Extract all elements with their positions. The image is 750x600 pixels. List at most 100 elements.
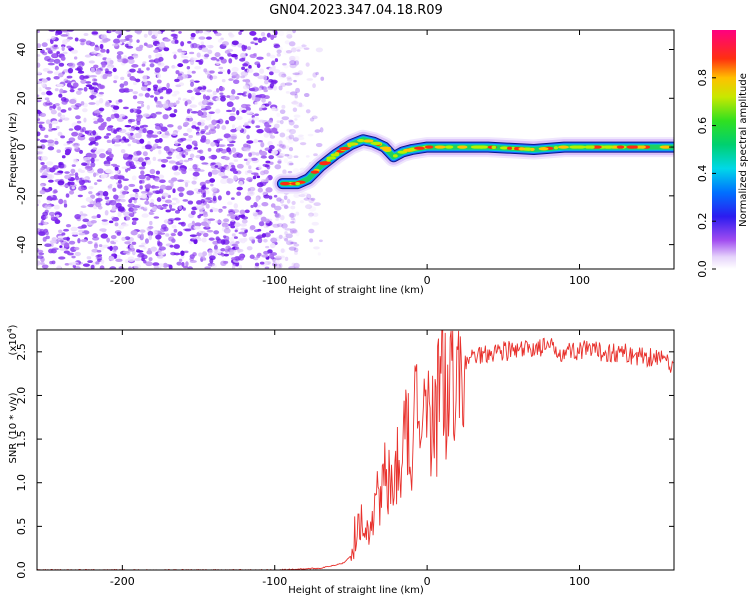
spectrogram-noise-cell [54,32,59,36]
spectrogram-noise-cell [223,218,230,223]
spectrogram-noise-cell [232,209,240,213]
spectrogram-noise-cell [91,30,99,36]
spectrogram-noise-cell [37,203,40,207]
spectrogram-noise-cell [134,30,143,34]
spectrogram-noise-cell [124,241,131,245]
spectrogram-noise-cell [288,241,294,245]
spectrogram-noise-cell [234,245,240,251]
spectrogram-noise-cell [205,30,211,33]
spectrogram-noise-cell [138,174,146,180]
spectrogram-noise-cell [127,256,135,262]
spectrogram-noise-cell [88,191,93,195]
spectrogram-noise-cell [67,67,74,74]
spectrogram-noise-cell [176,147,181,152]
spectrogram-noise-cell [180,41,185,47]
spectrogram-noise-cell [37,121,45,124]
spectrogram-noise-cell [186,89,193,93]
spectrogram-noise-cell [311,115,318,120]
snr-ytick-label: 1.0 [15,474,28,492]
spectrogram-noise-cell [225,226,230,230]
spectrogram-noise-cell [285,91,290,94]
spectrogram-noise-cell [319,127,324,133]
spectrogram-noise-cell [186,144,193,150]
spectrogram-noise-cell [40,49,45,54]
spectrogram-noise-cell [81,177,88,181]
spectrogram-noise-cell [317,252,321,256]
spectrogram-noise-cell [255,125,261,129]
spectrogram-noise-cell [124,236,131,241]
spectrogram-noise-cell [226,177,231,183]
spectrogram-noise-cell [90,161,96,168]
spectrogram-noise-cell [187,117,194,122]
spectrogram-noise-cell [74,37,79,42]
spectrogram-noise-cell [205,197,213,200]
spectrogram-noise-cell [139,44,144,49]
spectrogram-noise-cell [202,111,208,117]
spectrogram-noise-cell [122,106,129,110]
spectrogram-noise-cell [149,174,156,179]
spectrogram-noise-cell [88,136,96,142]
spectrogram-noise-cell [159,188,164,194]
spectrogram-noise-cell [101,220,109,226]
spectrogram-noise-cell [243,143,249,148]
spectrogram-noise-cell [170,182,174,188]
spectrogram-noise-cell [235,127,242,131]
spectrogram-noise-cell [183,180,190,184]
spectrogram-noise-cell [112,216,120,222]
spectrogram-noise-cell [200,230,206,234]
spectrogram-noise-cell [209,178,216,183]
spectrogram-noise-cell [273,44,281,49]
spectrogram-peak-cell [478,145,489,149]
spectrogram-noise-cell [245,160,250,166]
spectrogram-noise-cell [271,60,276,66]
spectrogram-noise-cell [134,126,140,131]
spectrogram-noise-cell [143,42,148,46]
spectrogram-noise-cell [169,208,176,211]
spectrogram-noise-cell [264,147,271,152]
spectrogram-noise-cell [126,167,131,171]
spectrogram-noise-cell [50,109,57,115]
spectrogram-peak-cell [557,145,570,149]
spectrogram-noise-cell [208,123,215,128]
spectrogram-noise-cell [209,70,215,74]
spectrogram-noise-cell [74,144,79,150]
spectrogram-noise-cell [253,202,258,208]
spectrogram-noise-cell [294,118,298,121]
spectrogram-noise-cell [131,64,139,68]
spectrogram-noise-cell [180,137,187,142]
spectrogram-noise-cell [224,156,230,161]
spectrogram-noise-cell [200,130,205,135]
snr-ytick-label: 2.0 [15,387,28,405]
spectrogram-noise-cell [247,92,252,98]
spectrogram-noise-cell [41,264,49,269]
spectrogram-noise-cell [273,85,278,91]
spectrogram-noise-cell [38,252,45,256]
spectrogram-noise-cell [105,168,112,174]
spectrogram-noise-cell [250,204,254,208]
spectrogram-noise-cell [288,119,295,126]
spectrogram-noise-cell [210,183,214,187]
spectrogram-noise-cell [198,149,204,154]
spectrogram-noise-cell [158,138,163,143]
spectrogram-noise-cell [111,253,115,257]
spectrogram-noise-cell [40,175,48,179]
spectrogram-noise-cell [318,239,323,243]
spectrogram-noise-cell [228,78,234,82]
spectrogram-noise-cell [71,255,76,259]
spectrogram-noise-cell [149,202,155,208]
spectrogram-noise-cell [267,141,273,147]
spectrogram-noise-cell [156,197,162,203]
spectrogram-noise-cell [131,241,137,245]
spectrogram-noise-cell [112,245,119,251]
spectrogram-noise-cell [233,203,239,209]
spectrogram-noise-cell [146,67,150,71]
spectrogram-noise-cell [171,65,179,69]
spectrogram-noise-cell [255,236,263,239]
spectrogram-noise-cell [54,219,61,225]
spectrogram-noise-cell [242,63,249,67]
spectrogram-noise-cell [174,39,179,44]
spectrogram-noise-cell [261,254,269,258]
spectrogram-noise-cell [127,203,135,208]
spectrogram-noise-cell [294,60,300,66]
spectrogram-noise-cell [121,236,126,241]
